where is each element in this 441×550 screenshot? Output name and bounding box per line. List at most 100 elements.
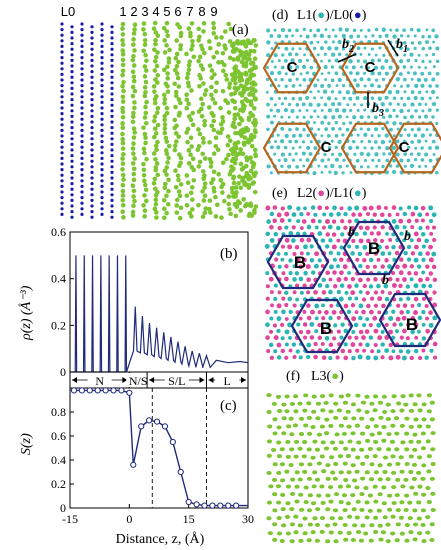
panel-c-tag: (c) bbox=[220, 398, 237, 414]
l2-atom bbox=[313, 212, 318, 217]
l1-atom bbox=[432, 65, 436, 69]
l1-atom bbox=[416, 77, 422, 83]
l3-atom bbox=[293, 409, 299, 414]
substrate-atom bbox=[110, 176, 114, 180]
l1-atom bbox=[413, 34, 417, 38]
l1-atom bbox=[423, 77, 428, 82]
l1-atom bbox=[353, 78, 357, 83]
liquid-atom bbox=[231, 175, 236, 181]
l1-atom bbox=[266, 40, 271, 45]
l2-atom bbox=[425, 328, 431, 334]
l3-atom bbox=[293, 530, 299, 535]
l3-atom bbox=[363, 531, 369, 536]
liquid-atom bbox=[152, 47, 157, 52]
liquid-atom bbox=[144, 198, 149, 204]
l1-atom bbox=[402, 65, 407, 69]
substrate-atom bbox=[110, 142, 114, 146]
liquid-atom bbox=[142, 193, 147, 198]
l1-atom bbox=[305, 71, 310, 75]
l2-atom bbox=[425, 264, 430, 269]
liquid-atom bbox=[153, 143, 159, 149]
substrate-atom bbox=[110, 170, 114, 174]
l1-atom bbox=[327, 121, 331, 126]
liquid-atom bbox=[198, 63, 204, 68]
l2-atom bbox=[265, 309, 270, 315]
l1-atom bbox=[377, 58, 382, 63]
l1-atom bbox=[385, 120, 389, 125]
substrate-atom bbox=[110, 137, 114, 141]
l2-atom bbox=[328, 315, 333, 321]
l3-atom bbox=[266, 516, 272, 521]
liquid-atom bbox=[164, 29, 170, 34]
liquid-atom bbox=[155, 110, 160, 115]
liquid-atom bbox=[130, 213, 136, 218]
l3-atom bbox=[404, 523, 410, 528]
l1-atom bbox=[435, 108, 439, 112]
l3-atom bbox=[281, 431, 287, 436]
l2-atom bbox=[284, 329, 290, 335]
l1-atom bbox=[388, 114, 393, 119]
liquid-atom bbox=[214, 80, 219, 86]
liquid-atom bbox=[248, 102, 254, 107]
l1-atom bbox=[366, 152, 371, 157]
liquid-atom bbox=[142, 74, 148, 79]
l1-atom bbox=[348, 96, 353, 101]
l2-atom bbox=[387, 212, 392, 217]
l2-atom bbox=[405, 284, 411, 289]
substrate-atom bbox=[60, 184, 64, 188]
data-point bbox=[102, 387, 109, 394]
l2-atom bbox=[361, 309, 366, 315]
l2-atom bbox=[391, 244, 396, 250]
data-point bbox=[217, 502, 224, 509]
l3-atom bbox=[354, 515, 360, 520]
l1-atom bbox=[320, 170, 324, 174]
l1-atom bbox=[316, 102, 321, 107]
l2-atom bbox=[399, 310, 404, 315]
substrate-atom bbox=[90, 30, 94, 34]
l1-atom bbox=[312, 171, 317, 176]
l3-atom bbox=[359, 447, 365, 452]
l3-atom bbox=[310, 455, 316, 460]
l3-atom bbox=[303, 423, 309, 428]
b-region-outline bbox=[290, 298, 354, 354]
l2-atom bbox=[328, 342, 334, 348]
substrate-atom bbox=[110, 58, 114, 63]
l2-atom bbox=[309, 258, 315, 263]
l2-atom bbox=[303, 270, 308, 276]
l1-atom bbox=[424, 164, 428, 168]
substrate-atom bbox=[90, 103, 94, 107]
l2-atom bbox=[428, 257, 434, 263]
l2-atom bbox=[277, 225, 282, 231]
l3-atom bbox=[386, 462, 393, 467]
liquid-atom bbox=[132, 22, 138, 28]
l2-atom bbox=[281, 271, 286, 276]
l1-atom bbox=[341, 47, 346, 51]
l1-atom bbox=[322, 89, 328, 94]
l1-atom bbox=[306, 145, 311, 150]
liquid-atom bbox=[142, 208, 148, 214]
title-text: L3( bbox=[311, 369, 332, 384]
l2-atom bbox=[355, 348, 360, 353]
l1-atom bbox=[305, 108, 309, 112]
l3-atom bbox=[298, 492, 304, 497]
l3-atom bbox=[382, 469, 388, 474]
substrate-atom bbox=[90, 120, 94, 124]
l2-atom bbox=[347, 284, 352, 289]
l3-atom bbox=[369, 417, 375, 422]
liquid-atom bbox=[233, 185, 239, 190]
title-marker: ● bbox=[317, 185, 325, 200]
l2-atom bbox=[353, 322, 359, 328]
l1-atom bbox=[290, 58, 295, 63]
liquid-atom bbox=[153, 30, 159, 35]
l2-atom bbox=[365, 355, 371, 361]
l2-atom bbox=[281, 296, 286, 301]
lattice-vector-label: b bbox=[404, 229, 411, 244]
liquid-atom bbox=[120, 209, 126, 215]
liquid-atom bbox=[131, 188, 137, 194]
l2-atom bbox=[358, 225, 364, 230]
l1-atom bbox=[402, 139, 407, 144]
l1-atom bbox=[309, 28, 313, 32]
liquid-atom bbox=[246, 176, 252, 182]
l3-atom bbox=[297, 446, 303, 451]
l3-atom bbox=[373, 499, 379, 504]
